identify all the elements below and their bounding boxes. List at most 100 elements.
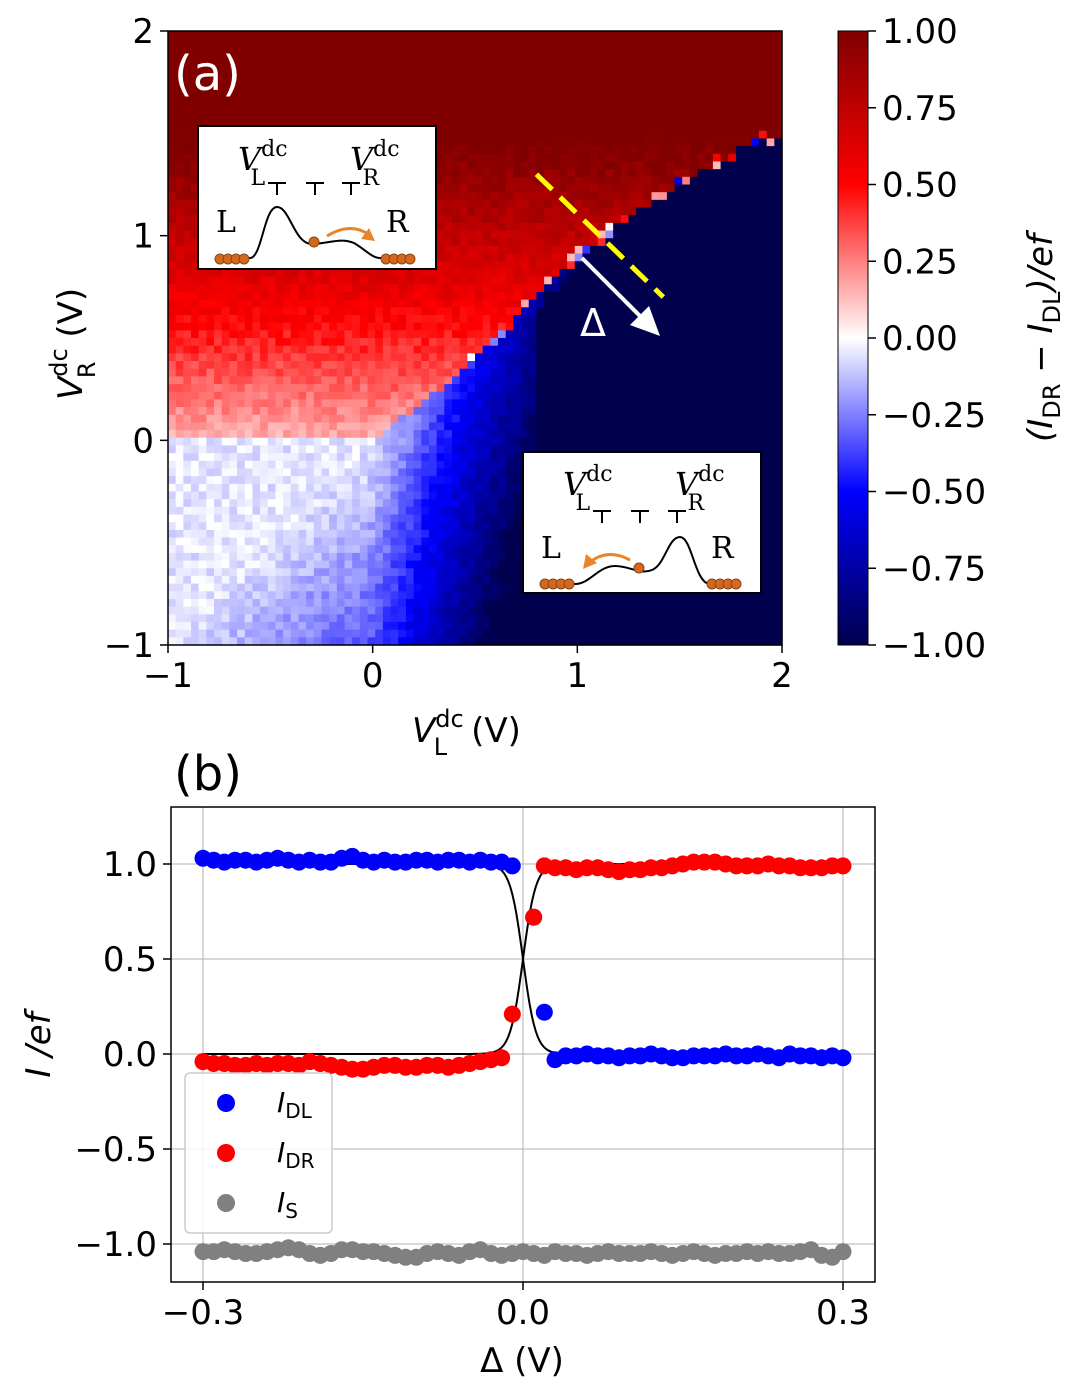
heatmap-cell: [252, 314, 261, 324]
heatmap-cell: [283, 476, 292, 485]
heatmap-cell: [559, 621, 568, 631]
heatmap-cell: [628, 130, 637, 140]
heatmap-cell: [436, 184, 445, 193]
heatmap-cell: [628, 637, 637, 646]
heatmap-cell: [428, 621, 438, 631]
heatmap-cell: [321, 77, 330, 86]
heatmap-cell: [536, 437, 545, 447]
heatmap-cell: [260, 268, 269, 278]
heatmap-cell: [613, 345, 622, 354]
heatmap-cell: [382, 437, 392, 447]
heatmap-cell: [359, 629, 369, 638]
heatmap-cell: [267, 591, 277, 600]
heatmap-cell: [451, 284, 461, 293]
heatmap-cell: [505, 407, 514, 416]
heatmap-cell: [459, 537, 468, 546]
heatmap-cell: [582, 322, 591, 331]
heatmap-cell: [574, 153, 584, 163]
heatmap-cell: [306, 529, 315, 539]
heatmap-cell: [475, 391, 484, 400]
heatmap-cell: [559, 207, 568, 216]
heatmap-cell: [482, 491, 491, 500]
heatmap-cell: [382, 483, 392, 493]
heatmap-cell: [567, 299, 576, 308]
heatmap-cell: [567, 384, 576, 393]
heatmap-cell: [636, 384, 645, 393]
heatmap-cell: [482, 384, 491, 393]
heatmap-cell: [375, 291, 384, 301]
heatmap-cell: [183, 422, 192, 431]
heatmap-cell: [313, 499, 323, 508]
heatmap-cell: [175, 192, 184, 201]
heatmap-cell: [521, 115, 530, 124]
heatmap-cell: [375, 353, 384, 362]
heatmap-cell: [206, 575, 215, 585]
heatmap-cell: [359, 499, 369, 508]
heatmap-cell: [475, 245, 484, 255]
heatmap-cell: [298, 568, 307, 577]
heatmap-cell: [428, 476, 438, 485]
heatmap-cell: [505, 276, 514, 285]
heatmap-cell: [536, 238, 545, 247]
heatmap-cell: [352, 414, 361, 424]
heatmap-cell: [306, 384, 315, 393]
heatmap-cell: [206, 522, 215, 531]
heatmap-cell: [505, 621, 514, 631]
heatmap-cell: [267, 353, 277, 362]
heatmap-cell: [390, 330, 399, 339]
heatmap-cell: [490, 453, 499, 462]
heatmap-cell: [459, 238, 468, 247]
heatmap-cell: [482, 621, 491, 631]
heatmap-cell: [451, 161, 461, 170]
heatmap-cell: [191, 537, 200, 546]
heatmap-cell: [244, 621, 254, 631]
heatmap-cell: [306, 568, 315, 577]
heatmap-cell: [183, 176, 192, 186]
heatmap-cell: [283, 54, 292, 63]
heatmap-cell: [605, 361, 614, 370]
heatmap-cell: [513, 138, 522, 147]
heatmap-cell: [628, 207, 637, 216]
heatmap-cell: [467, 291, 476, 301]
heatmap-cell: [298, 384, 307, 393]
heatmap-cell: [375, 314, 384, 324]
heatmap-cell: [459, 506, 468, 516]
heatmap-cell: [352, 514, 361, 523]
heatmap-cell: [313, 430, 323, 439]
heatmap-cell: [643, 276, 653, 285]
heatmap-cell: [482, 92, 491, 101]
heatmap-cell: [290, 268, 300, 278]
heatmap-cell: [321, 368, 330, 377]
heatmap-cell: [229, 338, 238, 347]
heatmap-cell: [267, 368, 277, 377]
heatmap-cell: [198, 491, 207, 500]
heatmap-cell: [168, 575, 177, 585]
heatmap-cell: [267, 575, 277, 585]
heatmap-cell: [221, 545, 230, 554]
heatmap-cell: [175, 115, 184, 124]
heatmap-cell: [628, 199, 637, 209]
heatmap-cell: [628, 614, 637, 623]
heatmap-cell: [505, 107, 514, 117]
heatmap-cell: [482, 522, 491, 531]
heatmap-cell: [175, 261, 184, 270]
heatmap-cell: [551, 399, 561, 408]
heatmap-cell: [321, 361, 330, 370]
heatmap-cell: [467, 215, 476, 224]
heatmap-cell: [459, 84, 468, 93]
heatmap-cell: [206, 499, 215, 508]
heatmap-cell: [252, 31, 261, 40]
heatmap-cell: [498, 276, 507, 285]
heatmap-cell: [613, 207, 622, 216]
heatmap-cell: [636, 77, 645, 86]
heatmap-cell: [605, 230, 614, 239]
heatmap-cell: [198, 629, 207, 638]
heatmap-cell: [175, 437, 184, 447]
heatmap-cell: [252, 84, 261, 93]
heatmap-cell: [436, 598, 445, 608]
heatmap-cell: [605, 445, 614, 454]
heatmap-cell: [229, 560, 238, 569]
heatmap-cell: [544, 107, 553, 117]
heatmap-cell: [467, 445, 476, 454]
heatmap-cell: [475, 560, 484, 569]
